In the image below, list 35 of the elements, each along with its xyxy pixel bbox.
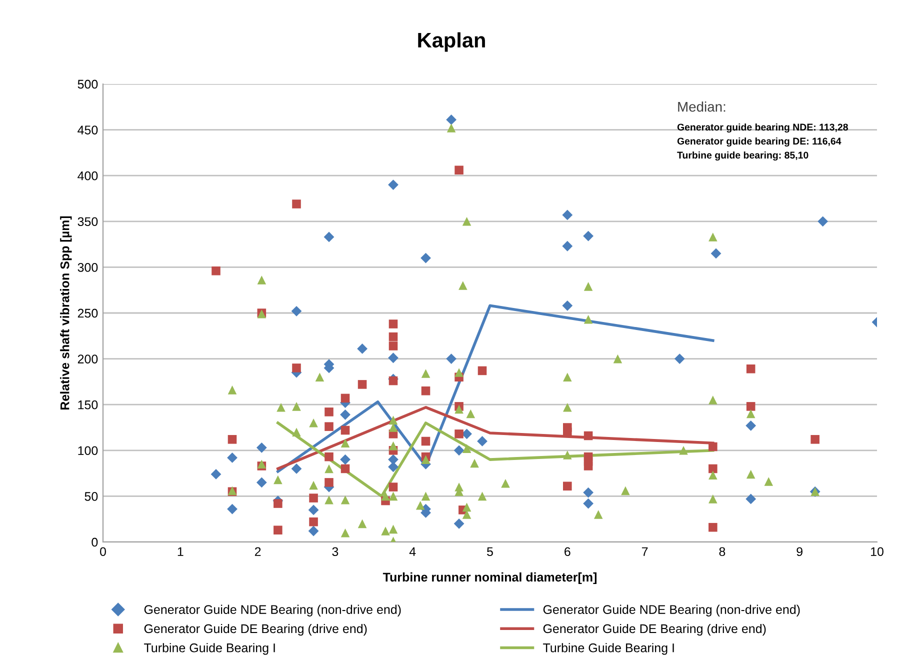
y-tick-label: 450 [78,126,98,134]
y-tick-label: 300 [78,263,98,272]
legend-label: Turbine Guide Bearing I [144,643,275,655]
x-tick-label: 5 [487,547,493,556]
legend-label: Generator Guide NDE Bearing (non-drive end) [144,604,401,616]
x-tick-label: 8 [719,547,726,556]
y-tick-label: 200 [78,354,98,364]
x-tick-label: 7 [642,547,648,556]
annotation: Turbine guide bearing: 85,10 [677,151,808,161]
x-tick-label: 9 [796,547,802,556]
legend-label: Generator Guide DE Bearing (drive end) [144,624,367,636]
x-tick-label: 2 [254,547,261,556]
y-tick-label: 150 [78,400,98,410]
legend-label: Generator Guide NDE Bearing (non-drive end) [543,604,800,616]
x-tick-label: 4 [409,547,416,556]
x-axis-title: Turbine runner nominal diameter[m] [382,572,596,584]
y-tick-label: 250 [78,308,98,318]
y-tick-label: 350 [78,217,98,226]
x-tick-label: 10 [871,547,884,556]
y-tick-label: 500 [78,80,98,89]
legend-label: Turbine Guide Bearing I [543,643,674,655]
legend-label: Generator Guide DE Bearing (drive end) [543,624,766,636]
x-tick-label: 0 [100,547,106,556]
y-axis-title: Relative shaft vibration Spp [µm] [60,216,72,410]
annotation: Generator guide bearing NDE: 113,28 [677,123,848,133]
annotation: Generator guide bearing DE: 116,64 [677,137,842,147]
y-tick-label: 50 [84,492,98,501]
chart-title: Kaplan [418,32,485,52]
y-tick-label: 100 [78,446,98,456]
y-tick-label: 400 [78,171,98,180]
x-tick-label: 6 [564,547,570,556]
x-tick-label: 3 [332,547,338,556]
y-tick-label: 0 [92,538,98,547]
annotation: Median: [678,102,726,112]
x-tick-label: 1 [178,547,184,556]
